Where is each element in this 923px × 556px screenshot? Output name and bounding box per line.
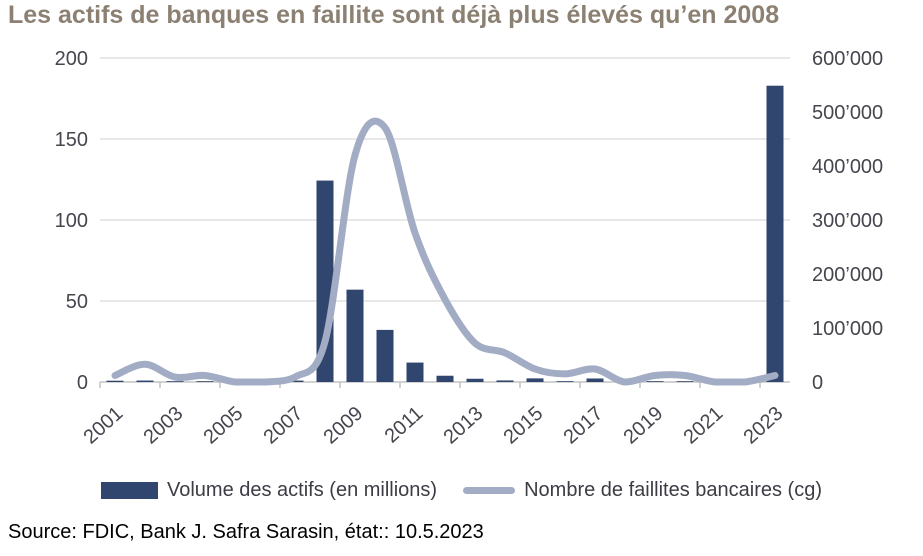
bar-series-swatch-icon (100, 481, 158, 499)
chart-legend: Volume des actifs (en millions) Nombre d… (0, 474, 923, 506)
x-tick-label: 2023 (740, 402, 788, 448)
x-axis-labels: 2001 2003 2005 2007 2009 2011 2013 2015 2017 2019… (80, 402, 788, 448)
bar-2014 (496, 380, 514, 382)
bar-2016 (556, 381, 574, 382)
bar-series-label: Volume des actifs (en millions) (166, 478, 438, 501)
line-series (111, 117, 779, 386)
bar-2009 (346, 289, 364, 382)
legend-item-line-series: Nombre de faillites bancaires (cg) (463, 479, 822, 502)
x-tick-label: 2009 (320, 402, 368, 448)
bar-2003 (166, 381, 184, 382)
legend-item-bar-series: Volume des actifs (en millions) (100, 478, 438, 502)
bar-2017 (586, 378, 604, 382)
bar-2023 (766, 85, 784, 382)
x-axis (99, 381, 790, 388)
line-series-swatch-icon (463, 486, 516, 494)
y-right-tick-label: 200’000 (812, 264, 883, 286)
x-tick-label: 2019 (620, 402, 668, 448)
bar-2020 (676, 381, 694, 382)
y-right-tick-label: 300’000 (812, 210, 883, 232)
y-right-tick-label: 100’000 (812, 318, 883, 340)
y-left-tick-label: 150 (55, 129, 88, 151)
x-tick-label: 2007 (260, 402, 308, 448)
bar-2001 (106, 380, 124, 382)
bar-2015 (526, 378, 544, 382)
bar-2004 (196, 381, 214, 382)
x-tick-label: 2013 (440, 402, 488, 448)
y-left-tick-label: 100 (55, 210, 88, 232)
y-right-tick-label: 600’000 (812, 48, 883, 70)
bar-2011 (406, 362, 424, 382)
x-tick-label: 2021 (680, 402, 728, 448)
x-tick-label: 2011 (381, 402, 428, 447)
bar-2013 (466, 378, 484, 382)
y-axis-right-labels: 0 100’000 200’000 300’000 400’000 500’000 600’… (812, 48, 883, 394)
bar-2012 (436, 375, 454, 382)
y-left-tick-label: 50 (66, 291, 88, 313)
y-right-tick-label: 400’000 (812, 156, 883, 178)
x-tick-label: 2003 (140, 402, 188, 448)
source-caption: Source: FDIC, Bank J. Safra Sarasin, éta… (8, 521, 484, 543)
bar-series (106, 85, 784, 382)
gridlines (100, 57, 790, 302)
chart-title: Les actifs de banques en faillite sont d… (8, 1, 780, 29)
bar-2019 (646, 381, 664, 382)
y-right-tick-label: 0 (812, 372, 823, 394)
bar-2002 (136, 380, 154, 382)
line-series-label: Nombre de faillites bancaires (cg) (524, 478, 822, 501)
x-tick-label: 2015 (500, 402, 548, 448)
y-left-tick-label: 200 (55, 48, 88, 70)
y-axis-left-labels: 0 50 100 150 200 (55, 48, 88, 394)
x-tick-label: 2005 (200, 402, 248, 448)
bar-2010 (376, 329, 394, 382)
y-left-tick-label: 0 (77, 372, 88, 394)
chart-svg: 0 50 100 150 200 0 100’000 200’000 300’000 400’00… (55, 48, 884, 448)
x-tick-label: 2001 (80, 402, 128, 448)
x-tick-label: 2017 (560, 402, 608, 448)
chart-plot-area: 0 50 100 150 200 0 100’000 200’000 300’000 400’00… (0, 36, 923, 460)
bar-2007 (286, 380, 304, 382)
y-right-tick-label: 500’000 (812, 102, 883, 124)
